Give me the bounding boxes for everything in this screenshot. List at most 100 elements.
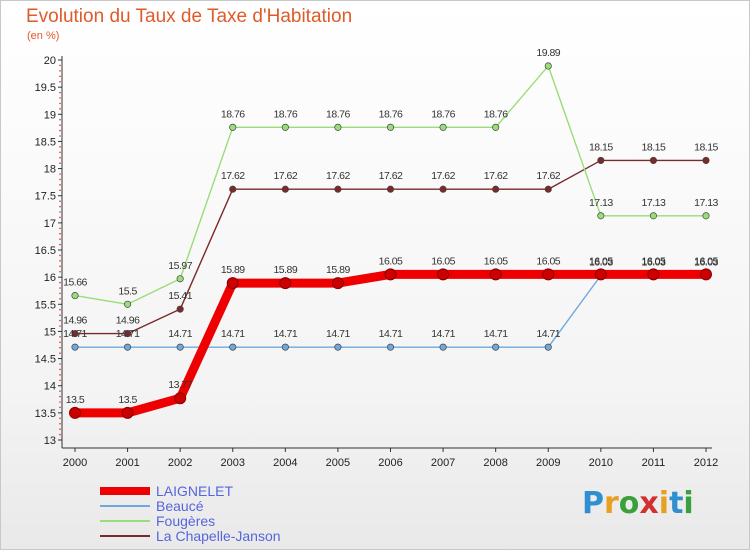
data-label-la-chapelle-janson: 17.62	[536, 170, 560, 182]
legend-swatch	[100, 535, 150, 537]
data-point-laignelet	[174, 392, 187, 405]
data-point-fougeres	[597, 212, 605, 220]
y-minor-tick	[59, 287, 61, 289]
y-minor-tick	[59, 151, 61, 154]
data-point-laignelet	[121, 406, 134, 419]
x-tick-label: 2011	[642, 457, 666, 469]
y-minor-tick	[59, 401, 61, 403]
data-label-laignelet: 16.05	[431, 255, 455, 267]
data-point-la-chapelle-janson	[176, 305, 184, 313]
data-point-la-chapelle-janson	[71, 330, 79, 338]
y-tick-label: 14.5	[35, 354, 56, 366]
data-label-laignelet: 16.05	[484, 255, 508, 267]
x-tick-label: 2002	[168, 457, 192, 469]
y-minor-tick	[59, 265, 61, 268]
data-point-fougeres	[71, 292, 79, 300]
data-label-la-chapelle-janson: 17.62	[221, 170, 245, 182]
data-point-la-chapelle-janson	[597, 156, 605, 164]
y-minor-tick	[59, 238, 61, 240]
data-point-la-chapelle-janson	[544, 185, 552, 193]
y-minor-tick	[59, 379, 61, 382]
y-tick-label: 15	[44, 326, 56, 338]
y-minor-tick	[59, 70, 61, 72]
data-point-la-chapelle-janson	[124, 330, 132, 338]
y-minor-tick	[59, 368, 61, 371]
data-point-la-chapelle-janson	[229, 185, 237, 193]
data-point-fougeres	[439, 123, 447, 131]
y-minor-tick	[59, 205, 61, 208]
data-label-beauce: 14.71	[431, 328, 455, 340]
data-point-laignelet	[279, 277, 292, 290]
chart-unit-label: (en %)	[27, 30, 60, 42]
data-point-beauce	[71, 343, 79, 351]
y-tick-label: 19.5	[35, 82, 56, 94]
data-point-fougeres	[281, 123, 289, 131]
y-minor-tick	[59, 64, 61, 67]
logo-letter: t	[669, 486, 684, 521]
x-tick-label: 2004	[273, 457, 297, 469]
x-tick-label: 2000	[63, 457, 87, 469]
y-minor-tick	[59, 108, 61, 110]
x-tick-label: 2008	[483, 457, 507, 469]
data-label-laignelet: 16.05	[694, 255, 718, 267]
data-label-laignelet: 13.5	[66, 394, 85, 406]
x-tick-label: 2005	[326, 457, 350, 469]
data-label-la-chapelle-janson: 17.62	[431, 170, 455, 182]
y-minor-tick	[59, 341, 61, 344]
data-label-beauce: 14.71	[379, 328, 403, 340]
data-label-fougeres: 18.76	[326, 108, 350, 120]
logo-letter: x	[639, 486, 659, 521]
data-label-beauce: 16.03	[589, 257, 613, 269]
y-tick-label: 18	[44, 164, 56, 176]
y-minor-tick	[59, 75, 61, 78]
y-minor-tick	[59, 390, 61, 392]
y-minor-tick	[59, 178, 61, 181]
logo-letter: i	[683, 486, 694, 521]
data-label-beauce: 14.71	[273, 328, 297, 340]
data-label-la-chapelle-janson: 18.15	[694, 141, 718, 153]
y-minor-tick	[59, 97, 61, 99]
data-label-fougeres: 17.13	[589, 197, 613, 209]
data-label-la-chapelle-janson: 15.41	[168, 290, 192, 302]
x-tick-label: 2012	[694, 457, 718, 469]
y-tick-label: 19	[44, 109, 56, 121]
data-label-laignelet: 16.05	[642, 255, 666, 267]
y-minor-tick	[59, 428, 61, 430]
y-minor-tick	[59, 363, 61, 365]
y-minor-tick	[59, 417, 61, 420]
data-point-fougeres	[649, 212, 657, 220]
y-minor-tick	[59, 102, 61, 105]
data-point-beauce	[281, 343, 289, 351]
data-point-laignelet	[542, 268, 555, 281]
data-label-fougeres: 18.76	[221, 108, 245, 120]
y-minor-tick	[59, 189, 61, 192]
data-label-fougeres: 17.13	[642, 197, 666, 209]
y-tick-label: 16	[44, 272, 56, 284]
y-minor-tick	[59, 200, 61, 202]
data-label-beauce: 14.71	[116, 328, 140, 340]
y-tick-label: 16.5	[35, 245, 56, 257]
y-minor-tick	[59, 80, 61, 83]
y-minor-tick	[59, 216, 61, 219]
data-label-fougeres: 18.76	[484, 108, 508, 120]
data-label-beauce: 14.71	[168, 328, 192, 340]
data-label-fougeres: 19.89	[536, 47, 560, 59]
data-label-la-chapelle-janson: 17.62	[273, 170, 297, 182]
data-point-la-chapelle-janson	[702, 156, 710, 164]
data-label-beauce: 14.71	[484, 328, 508, 340]
data-point-laignelet	[384, 268, 397, 281]
data-point-laignelet	[489, 268, 502, 281]
x-tick-label: 2010	[589, 457, 613, 469]
data-point-la-chapelle-janson	[649, 156, 657, 164]
y-minor-tick	[59, 292, 61, 295]
data-point-laignelet	[647, 268, 660, 281]
logo-letter: P	[582, 486, 604, 521]
data-label-laignelet: 15.89	[326, 264, 350, 276]
y-minor-tick	[59, 433, 61, 436]
y-minor-tick	[59, 162, 61, 164]
y-minor-tick	[59, 124, 61, 126]
data-label-fougeres: 15.66	[63, 277, 87, 289]
x-tick-label: 2006	[378, 457, 402, 469]
data-point-beauce	[386, 343, 395, 351]
